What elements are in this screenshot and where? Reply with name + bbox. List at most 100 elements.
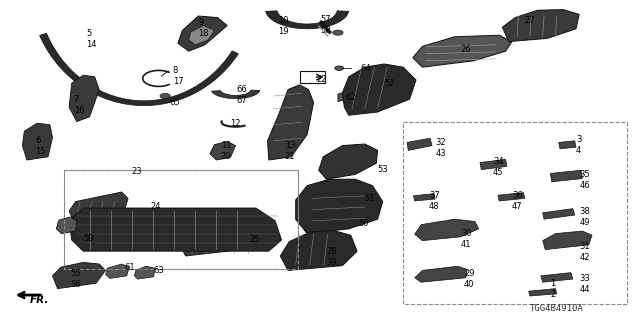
Text: 35: 35: [579, 170, 590, 179]
Circle shape: [335, 66, 344, 70]
Text: 58: 58: [320, 26, 331, 35]
Polygon shape: [319, 144, 378, 179]
Text: 32: 32: [435, 138, 446, 147]
Text: 43: 43: [435, 149, 446, 158]
Polygon shape: [268, 85, 314, 160]
Polygon shape: [543, 231, 592, 250]
Polygon shape: [543, 209, 575, 219]
Text: 65: 65: [170, 98, 180, 107]
Text: 3: 3: [576, 135, 581, 144]
Text: 33: 33: [579, 274, 590, 283]
Text: 38: 38: [579, 207, 590, 216]
Text: 62: 62: [346, 93, 356, 102]
Polygon shape: [52, 262, 106, 289]
Polygon shape: [69, 208, 282, 251]
Text: 53: 53: [378, 165, 388, 174]
Text: 59: 59: [83, 234, 93, 243]
Text: 20: 20: [221, 152, 231, 161]
Circle shape: [340, 95, 347, 98]
Text: 16: 16: [74, 106, 84, 115]
Bar: [300, 71, 325, 83]
Text: 34: 34: [493, 157, 504, 166]
Text: 36: 36: [512, 191, 523, 200]
Text: 13: 13: [285, 141, 296, 150]
Text: 30: 30: [461, 229, 472, 238]
Polygon shape: [413, 35, 512, 67]
Text: 10: 10: [278, 16, 289, 25]
Text: 18: 18: [198, 29, 209, 38]
Polygon shape: [480, 159, 507, 170]
Text: 8: 8: [173, 66, 178, 75]
Text: 45: 45: [493, 168, 503, 177]
Text: 15: 15: [35, 148, 45, 156]
Text: 23: 23: [131, 167, 142, 176]
Text: 1: 1: [550, 279, 556, 288]
Polygon shape: [134, 266, 155, 279]
Text: 14: 14: [86, 40, 97, 49]
Polygon shape: [502, 10, 579, 42]
Text: 17: 17: [173, 77, 184, 86]
Text: 52: 52: [384, 79, 394, 88]
Text: 64: 64: [360, 64, 371, 73]
Polygon shape: [338, 91, 351, 101]
Text: 29: 29: [464, 269, 474, 278]
Polygon shape: [413, 194, 435, 201]
Text: 27: 27: [525, 16, 536, 25]
Text: 2: 2: [550, 290, 556, 299]
Polygon shape: [56, 217, 77, 234]
Polygon shape: [296, 179, 383, 234]
Text: 47: 47: [512, 202, 523, 211]
Text: TGG4B4910A: TGG4B4910A: [530, 304, 584, 313]
Polygon shape: [106, 264, 129, 278]
Text: 19: 19: [278, 28, 289, 36]
Polygon shape: [22, 123, 52, 160]
Text: 5: 5: [86, 29, 92, 38]
Text: 61: 61: [125, 263, 136, 272]
Text: 51: 51: [365, 194, 375, 203]
Text: 66: 66: [237, 85, 248, 94]
Text: 46: 46: [579, 181, 590, 190]
Text: 21: 21: [285, 152, 295, 161]
Text: 26: 26: [461, 45, 472, 54]
Polygon shape: [212, 90, 260, 99]
Text: 41: 41: [461, 240, 471, 249]
Text: 49: 49: [579, 218, 589, 227]
Text: 31: 31: [579, 242, 590, 251]
Text: 40: 40: [464, 280, 474, 289]
Polygon shape: [529, 289, 557, 296]
Text: 44: 44: [579, 285, 589, 294]
Text: 7: 7: [74, 95, 79, 104]
Polygon shape: [342, 64, 416, 115]
Circle shape: [160, 93, 170, 99]
Polygon shape: [178, 16, 227, 51]
Polygon shape: [415, 219, 479, 241]
Text: 9: 9: [198, 18, 204, 27]
Polygon shape: [550, 170, 582, 182]
Polygon shape: [266, 11, 349, 29]
Text: FR.: FR.: [30, 295, 49, 305]
Polygon shape: [180, 230, 275, 256]
Polygon shape: [189, 26, 214, 45]
Text: 25: 25: [250, 236, 260, 244]
Text: 55: 55: [70, 269, 81, 278]
Polygon shape: [280, 230, 357, 270]
Text: 24: 24: [150, 202, 161, 211]
Text: 6: 6: [35, 136, 40, 145]
Text: 50: 50: [358, 220, 369, 228]
Text: 4: 4: [576, 146, 581, 155]
Text: 11: 11: [221, 141, 231, 150]
Polygon shape: [407, 138, 432, 150]
Text: 37: 37: [429, 191, 440, 200]
Text: 48: 48: [429, 202, 440, 211]
Polygon shape: [559, 141, 576, 149]
Text: 28: 28: [326, 247, 337, 256]
Text: 42: 42: [579, 253, 589, 262]
Text: 63: 63: [154, 266, 164, 275]
Text: 67: 67: [237, 96, 248, 105]
Polygon shape: [40, 33, 238, 106]
Text: 22: 22: [317, 76, 327, 84]
Circle shape: [333, 30, 343, 35]
Polygon shape: [415, 266, 467, 282]
Polygon shape: [498, 193, 525, 201]
Polygon shape: [69, 75, 99, 122]
